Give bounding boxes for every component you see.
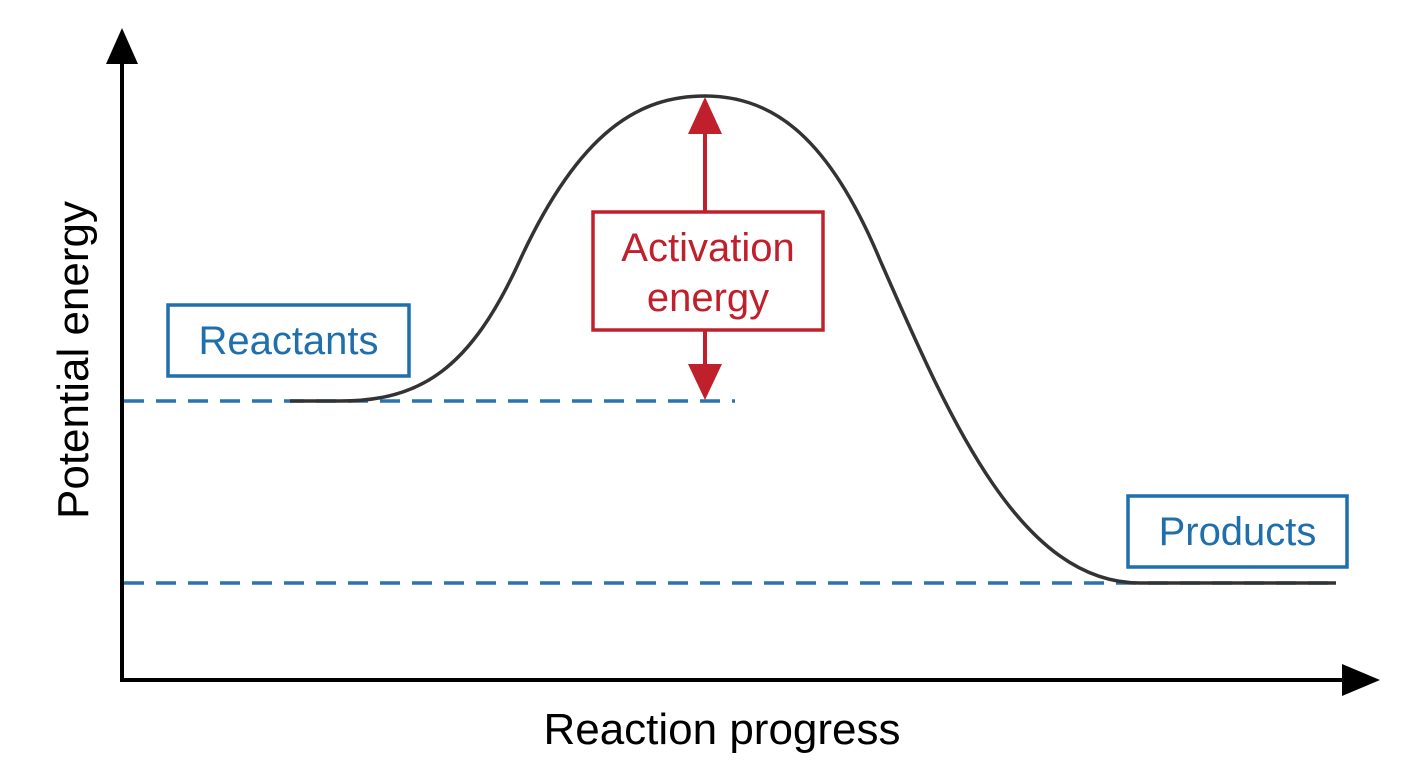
y-axis-arrowhead: [106, 28, 138, 64]
reactants-label-text: Reactants: [198, 319, 378, 363]
reactants-label: Reactants: [166, 303, 411, 378]
products-label-text: Products: [1159, 510, 1317, 554]
products-label-box: [1126, 494, 1349, 569]
x-axis-arrowhead: [1342, 664, 1380, 696]
activation-label-box: [591, 210, 825, 332]
activation-arrowhead-up: [688, 97, 722, 134]
x-axis-title: Reaction progress: [543, 705, 900, 754]
energy-curve: [290, 94, 1336, 585]
activation-label-line1: Activation: [621, 226, 794, 270]
activation-arrowhead-down: [688, 364, 722, 400]
axes: [106, 28, 1380, 696]
activation-energy-label: Activation energy: [591, 210, 825, 332]
reactants-label-box: [166, 303, 411, 378]
activation-energy-arrow: [688, 97, 722, 400]
activation-label-line2: energy: [647, 276, 769, 320]
y-axis-title: Potential energy: [49, 201, 98, 519]
products-label: Products: [1126, 494, 1349, 569]
